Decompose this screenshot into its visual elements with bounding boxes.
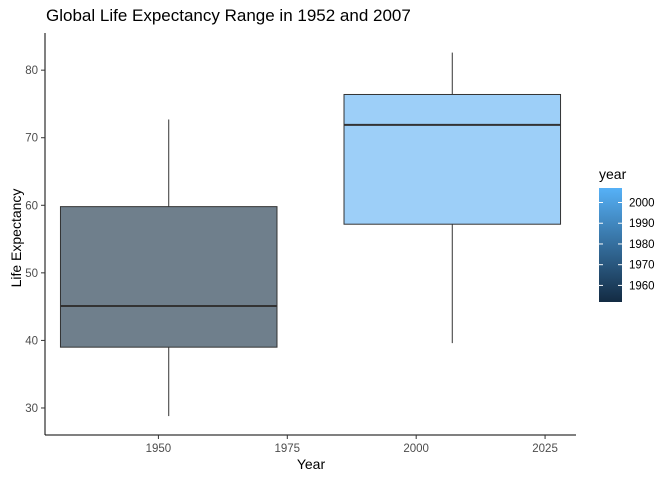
x-tick-label: 2000 [403, 443, 429, 455]
box-1952 [59, 119, 278, 417]
box-iqr [59, 206, 278, 348]
legend-title: year [599, 166, 627, 182]
legend-tick-label: 1970 [629, 260, 655, 272]
legend-tick-label: 2000 [629, 198, 655, 210]
y-tick-label: 80 [25, 65, 38, 77]
y-tick-label: 50 [25, 268, 38, 280]
x-tick-label: 2025 [532, 443, 558, 455]
y-tick-label: 70 [25, 133, 38, 145]
box-iqr [343, 93, 562, 225]
chart-title: Global Life Expectancy Range in 1952 and… [46, 6, 411, 25]
y-tick-label: 30 [25, 403, 38, 415]
x-tick-label: 1975 [275, 443, 301, 455]
y-tick-label: 60 [25, 200, 38, 212]
y-axis-title: Life Expectancy [8, 189, 24, 288]
box-2007 [343, 52, 562, 344]
x-axis-title: Year [297, 456, 326, 472]
legend-tick-label: 1990 [629, 218, 655, 230]
legend: year 1960 1970 1980 1990 2000 [599, 166, 655, 302]
legend-tick-label: 1960 [629, 280, 655, 292]
legend-colorbar [599, 188, 622, 302]
y-tick-label: 40 [25, 335, 38, 347]
x-tick-label: 1950 [146, 443, 172, 455]
legend-tick-label: 1980 [629, 239, 655, 251]
